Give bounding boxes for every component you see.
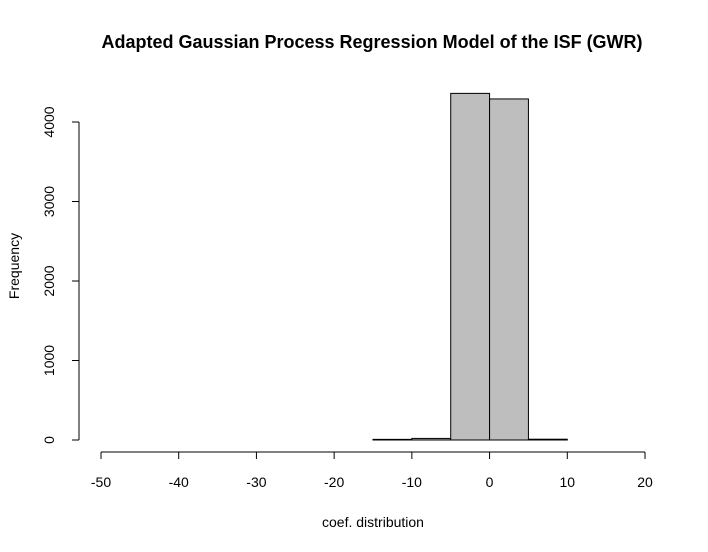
x-tick-label: -20 <box>324 474 344 490</box>
x-axis: -50 -40 -30 -20 -10 0 10 20 <box>91 451 653 490</box>
x-tick-label: 20 <box>637 474 653 490</box>
histogram-bar <box>527 438 568 441</box>
histogram-bar <box>450 92 491 441</box>
x-tick-label: 0 <box>486 474 494 490</box>
x-axis-label: coef. distribution <box>322 514 424 530</box>
x-tick-label: -10 <box>402 474 422 490</box>
chart-title: Adapted Gaussian Process Regression Mode… <box>101 32 642 52</box>
y-axis: 0 1000 2000 3000 4000 <box>41 106 80 444</box>
histogram-bar <box>411 437 452 441</box>
bars-group <box>372 92 568 441</box>
x-tick-label: -40 <box>169 474 189 490</box>
y-tick-label: 0 <box>41 436 57 444</box>
y-tick-label: 2000 <box>41 265 57 296</box>
x-tick-label: 10 <box>559 474 575 490</box>
y-tick-label: 3000 <box>41 186 57 217</box>
y-tick-label: 1000 <box>41 345 57 376</box>
y-tick-label: 4000 <box>41 106 57 137</box>
x-tick-label: -50 <box>91 474 111 490</box>
x-tick-label: -30 <box>246 474 266 490</box>
histogram-bar <box>489 98 529 441</box>
histogram-bar <box>372 438 413 441</box>
y-axis-label: Frequency <box>6 233 22 299</box>
